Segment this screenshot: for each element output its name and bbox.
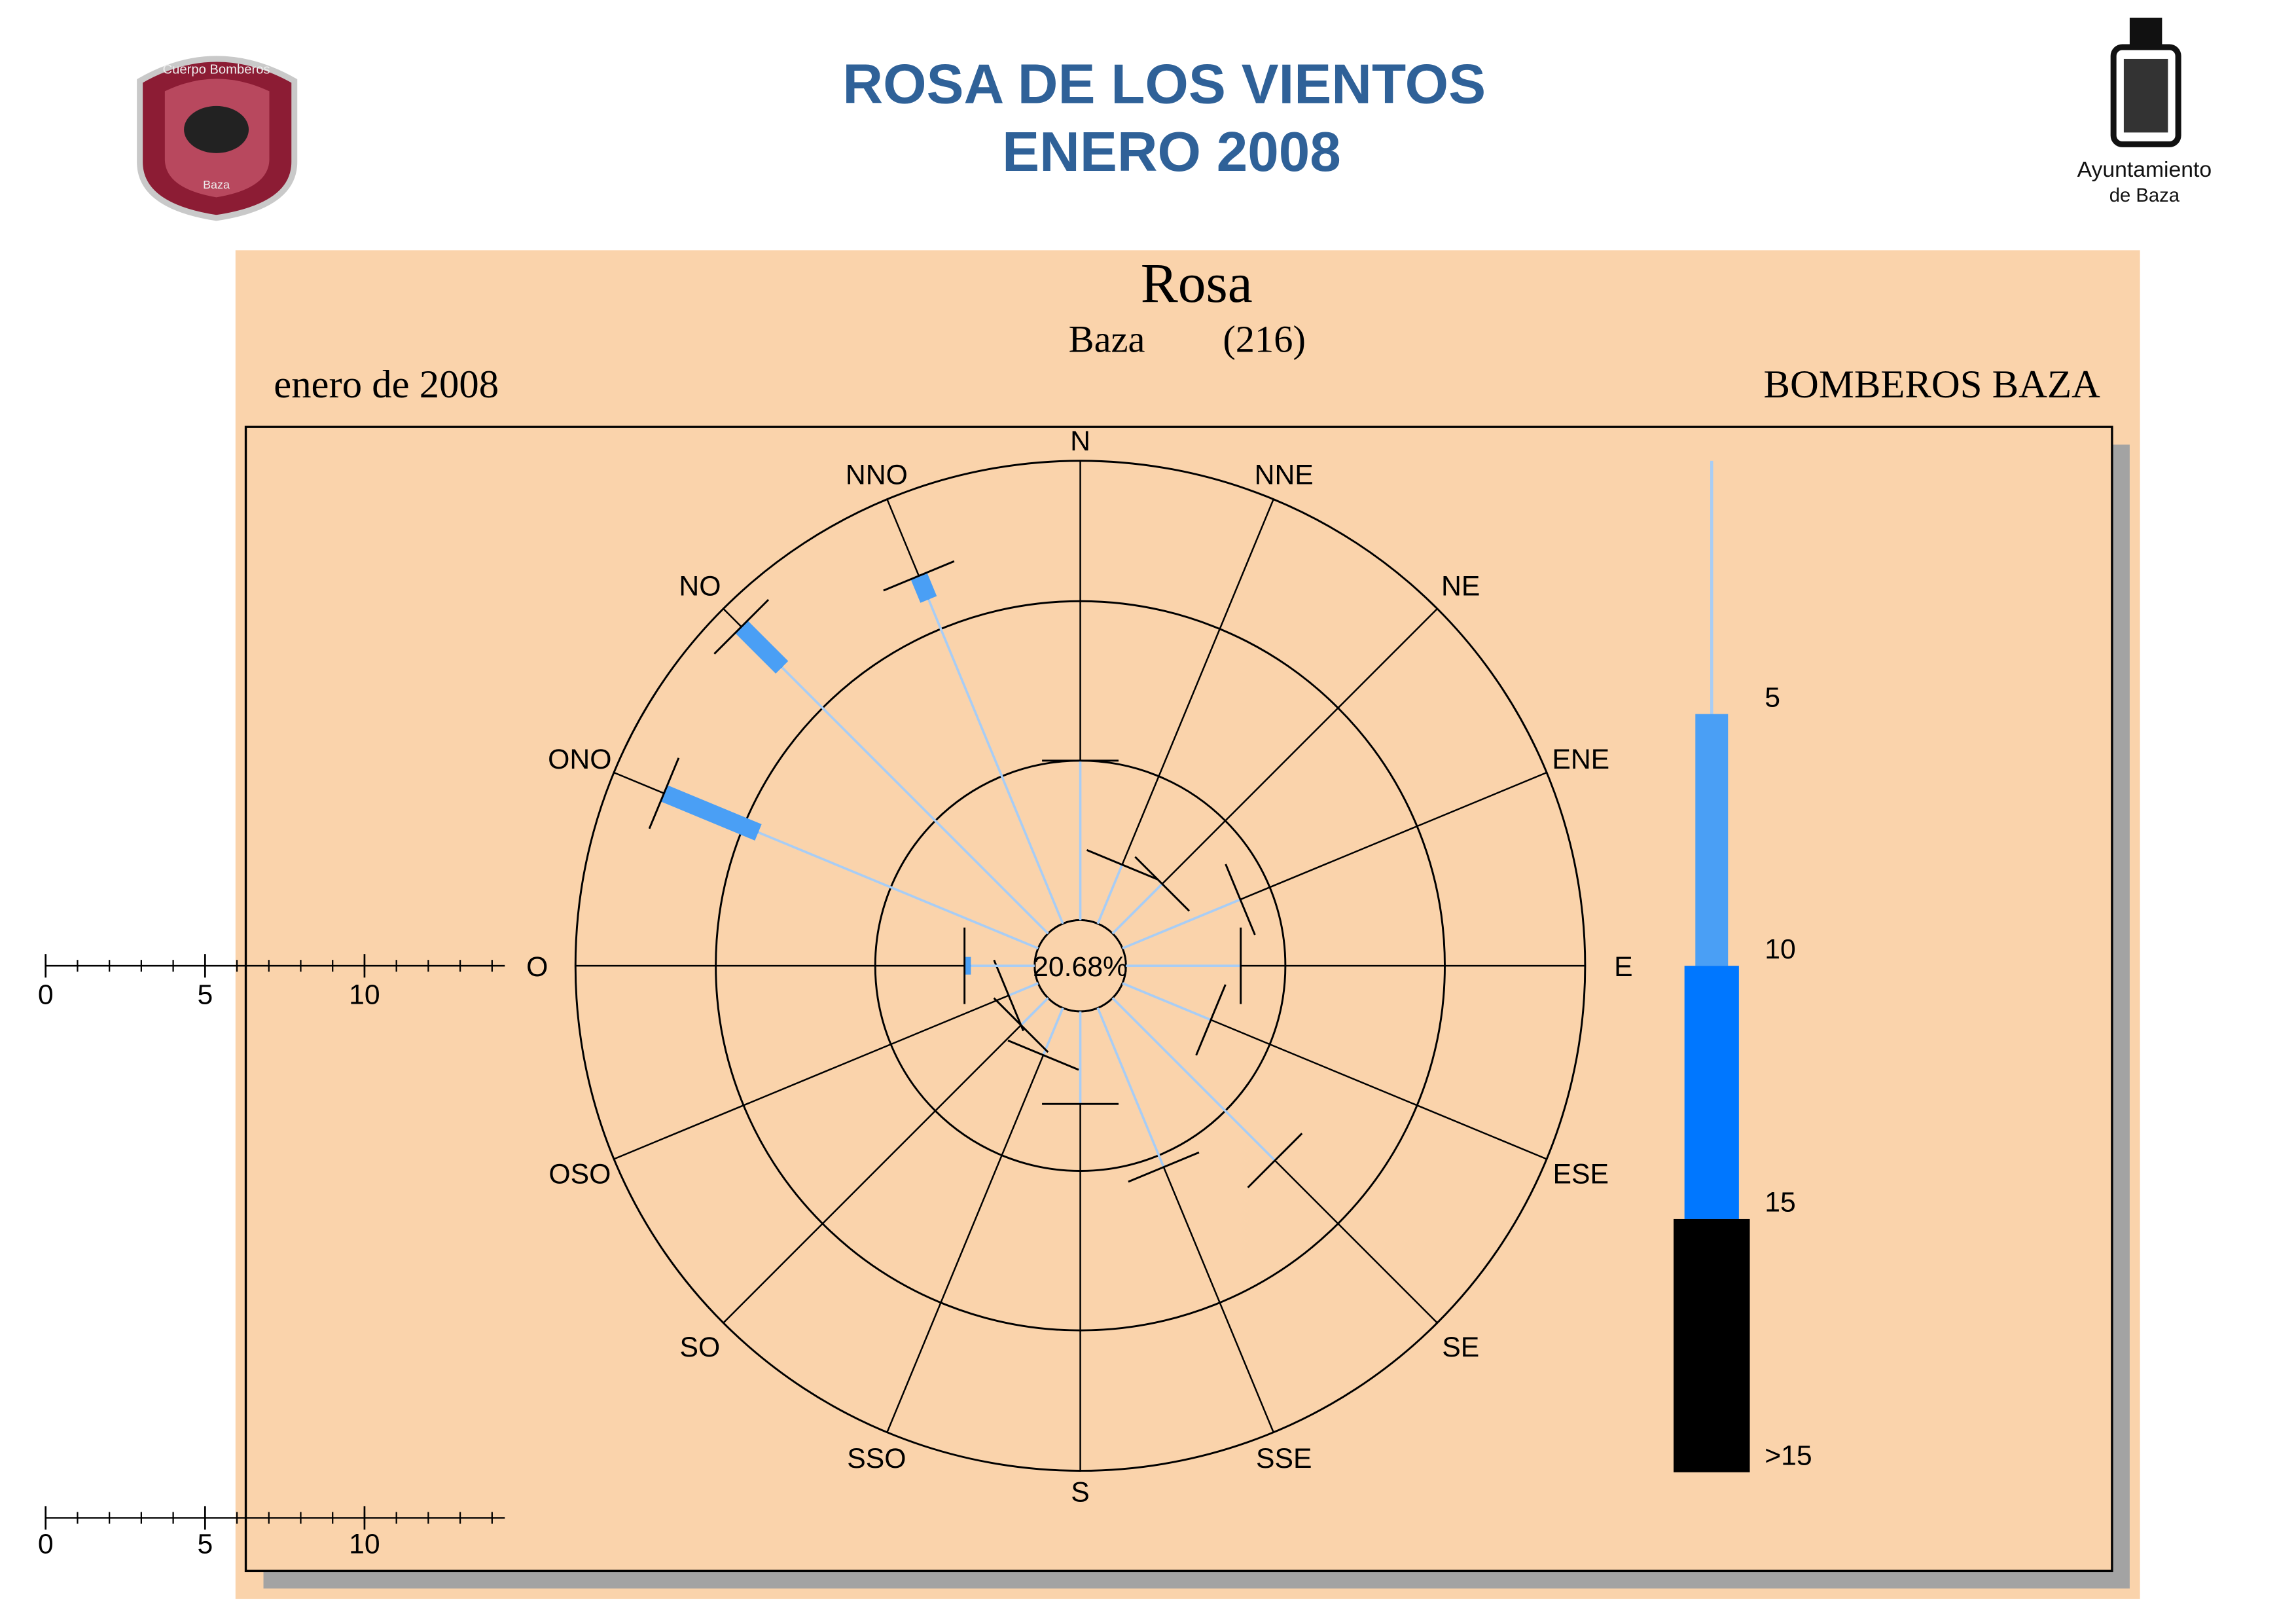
r-tick-label: 0 <box>38 1528 54 1559</box>
direction-label: S <box>1071 1477 1090 1508</box>
end-bar <box>1195 984 1227 1056</box>
direction-label: N <box>1070 426 1090 457</box>
direction-label: SE <box>1442 1332 1479 1363</box>
legend-swatch <box>1710 460 1713 714</box>
legend-swatch <box>1674 1218 1750 1472</box>
plot-frame <box>244 426 2113 1573</box>
ray-segment <box>660 785 762 841</box>
logo-left-town: Baza <box>203 178 230 191</box>
end-bar <box>713 598 770 655</box>
legend-label: >15 <box>1765 1440 1812 1471</box>
spoke <box>886 1008 1064 1433</box>
period: enero de 2008 <box>274 363 499 407</box>
direction-label: ENE <box>1552 744 1609 775</box>
source: BOMBEROS BAZA <box>1764 363 2101 407</box>
ray-segment <box>1122 982 1211 1021</box>
r-tick-label: 10 <box>349 1528 380 1559</box>
direction-label: ESE <box>1553 1159 1609 1190</box>
station: Baza <box>1069 318 1145 360</box>
logo-right-line1: Ayuntamiento <box>2077 157 2212 182</box>
spoke <box>1111 608 1438 934</box>
direction-label: SSE <box>1256 1443 1312 1474</box>
end-bar <box>1247 1133 1303 1188</box>
ray-segment <box>735 620 789 674</box>
ray-segment <box>757 831 1039 950</box>
page-subtitle: ENERO 2008 <box>1002 121 1341 183</box>
logo-right: Ayuntamiento de Baza <box>2077 17 2212 206</box>
direction-label: O <box>526 951 548 983</box>
station-code: (216) <box>1223 318 1306 360</box>
legend-swatch <box>1695 714 1729 966</box>
ray-segment <box>910 572 937 603</box>
direction-label: ONO <box>548 744 611 775</box>
wind-rose: N NNE NE ENE E ESE SE SSE S SSO SO OSO O ONO NO NNO 0 5 10… <box>38 426 1812 1559</box>
logo-left: Cuerpo Bomberos Baza <box>137 56 298 221</box>
r-tick-label: 0 <box>38 979 54 1011</box>
ray-segment <box>1008 982 1039 997</box>
direction-label: SO <box>680 1332 721 1363</box>
ray-segment <box>1020 997 1049 1027</box>
calm-label: 20.68% <box>1033 951 1128 983</box>
end-bar <box>883 560 955 592</box>
direction-label: NNO <box>846 460 908 491</box>
ray-segment <box>927 598 1064 924</box>
spoke <box>613 982 1039 1160</box>
ray-segment <box>1042 1007 1064 1056</box>
r-tick-label: 5 <box>197 979 213 1011</box>
ray-segment <box>1111 883 1163 935</box>
ray-segment <box>1111 997 1276 1161</box>
legend-label: 5 <box>1765 682 1780 713</box>
spoke <box>723 997 1049 1324</box>
chart-title: Rosa <box>1141 253 1253 314</box>
direction-label: NE <box>1441 571 1480 602</box>
r-tick-label: 5 <box>197 1528 213 1559</box>
ray-segment <box>1122 898 1241 950</box>
ray-segment <box>1096 1007 1165 1168</box>
end-bar <box>1007 1039 1079 1071</box>
direction-label: OSO <box>548 1159 611 1190</box>
end-bar <box>993 959 1024 1032</box>
end-bar <box>1128 1151 1200 1183</box>
ray-segment <box>781 666 1049 935</box>
direction-label: NNE <box>1255 460 1314 491</box>
direction-label: NO <box>679 571 721 602</box>
direction-label: SSO <box>847 1443 906 1474</box>
end-bar <box>648 757 680 830</box>
spoke <box>1097 499 1274 924</box>
legend-label: 15 <box>1765 1187 1796 1218</box>
end-bar <box>1086 849 1158 881</box>
end-bar <box>1134 856 1191 912</box>
direction-label: E <box>1614 951 1633 983</box>
r-tick-label: 10 <box>349 979 380 1011</box>
legend-label: 10 <box>1765 934 1796 965</box>
logo-left-text: Cuerpo Bomberos <box>163 62 270 77</box>
ray-segment <box>1096 864 1124 924</box>
page-title: ROSA DE LOS VIENTOS <box>842 53 1486 115</box>
logo-right-line2: de Baza <box>2109 185 2180 206</box>
end-bar <box>1225 864 1256 936</box>
legend-swatch <box>1684 966 1739 1219</box>
